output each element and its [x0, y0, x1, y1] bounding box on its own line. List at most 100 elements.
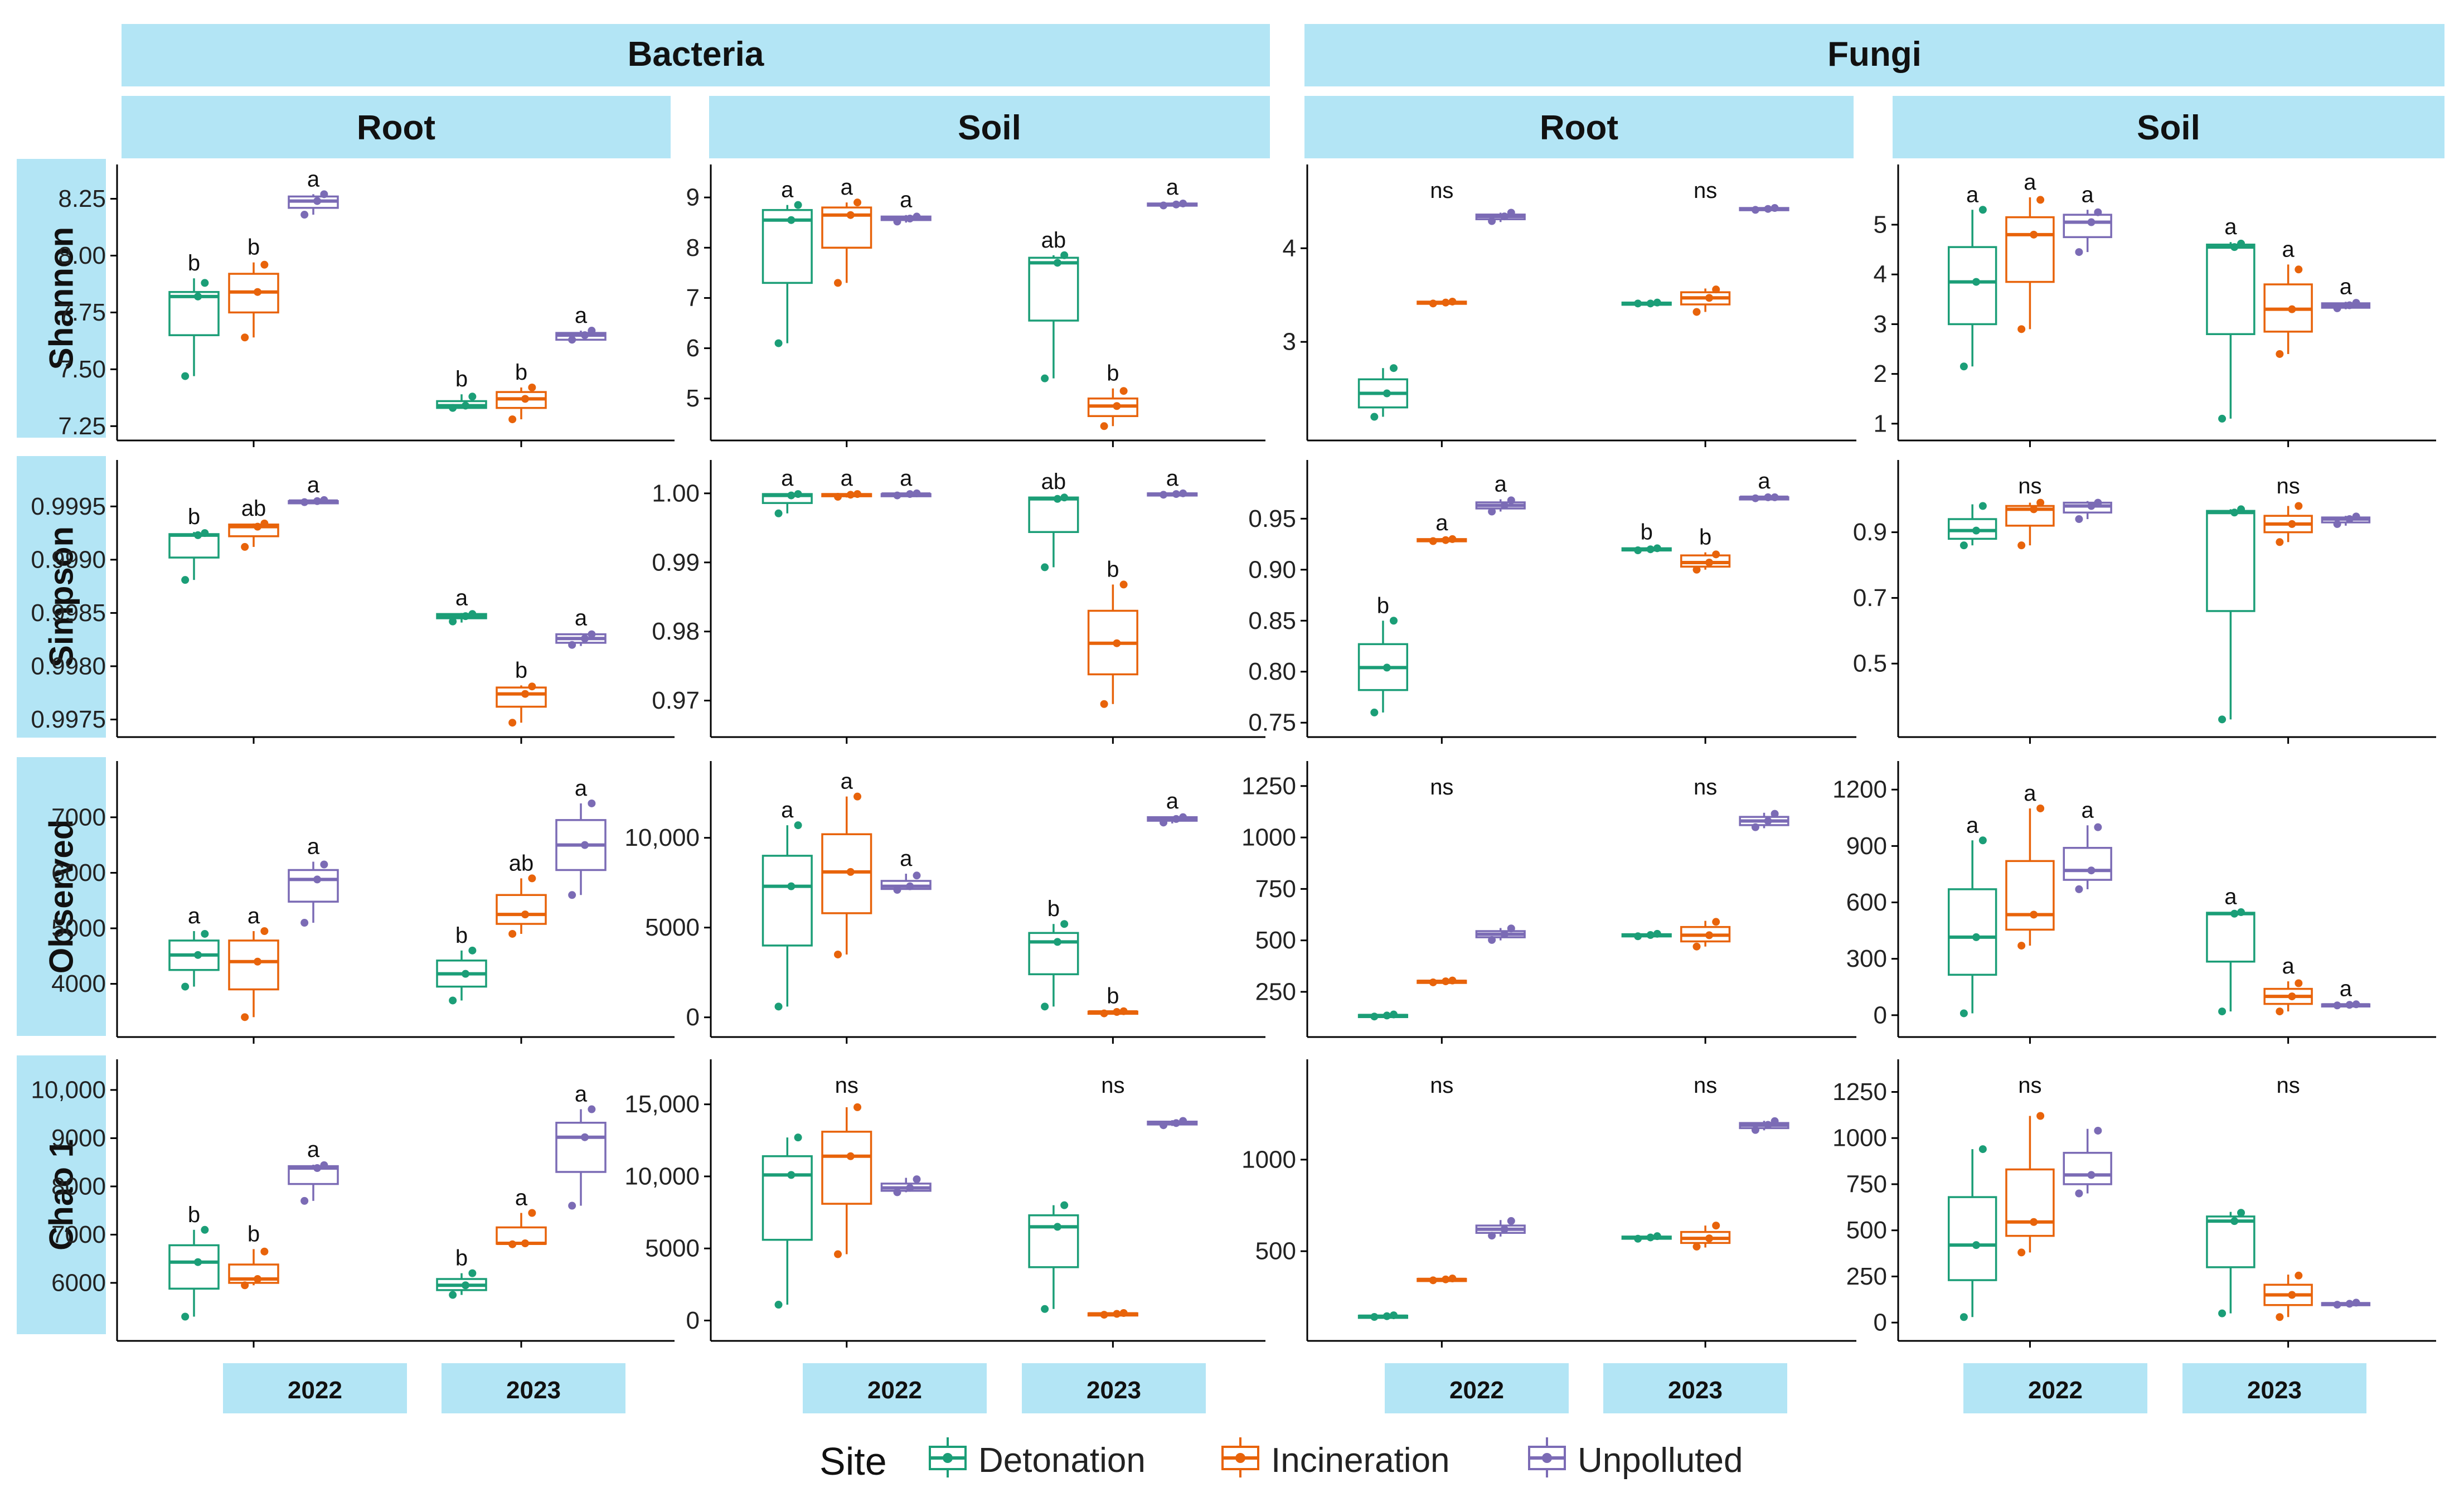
- data-point: [2237, 239, 2245, 248]
- metric-strip-shannon: Shannon: [17, 159, 106, 438]
- data-point: [2230, 1217, 2239, 1225]
- data-point: [2087, 218, 2096, 226]
- box-2022-unpolluted: a: [880, 846, 932, 894]
- compartment-strip-label: Soil: [2137, 109, 2200, 147]
- box-2022-unpolluted: a: [2063, 798, 2112, 893]
- data-point: [2295, 979, 2303, 987]
- data-point: [2094, 498, 2102, 507]
- data-point: [1488, 507, 1496, 516]
- data-point: [1692, 1242, 1701, 1251]
- data-point: [1751, 494, 1759, 502]
- box-2022-detonation: [761, 1133, 813, 1309]
- data-point: [300, 211, 309, 219]
- legend-item-incineration: Incineration: [1221, 1437, 1450, 1480]
- significance-letter: a: [2224, 215, 2237, 239]
- data-point: [2036, 196, 2045, 204]
- data-point: [241, 542, 249, 551]
- y-tick-label: 7: [686, 284, 700, 312]
- data-point: [181, 372, 190, 380]
- box-2022-unpolluted: [1475, 209, 1526, 225]
- significance-letter: a: [2224, 884, 2237, 909]
- box-iqr: [2206, 912, 2256, 963]
- data-point: [834, 950, 842, 958]
- data-point: [1959, 1313, 1968, 1321]
- significance-letter: a: [248, 904, 260, 928]
- data-point: [2276, 538, 2284, 546]
- box-iqr: [761, 209, 813, 284]
- data-point: [2352, 299, 2360, 307]
- data-point: [853, 1103, 862, 1111]
- data-point: [254, 1275, 262, 1283]
- box-2022-unpolluted: [1475, 1217, 1526, 1240]
- y-tick-label: 8000: [51, 1173, 106, 1200]
- significance-ns-label: ns: [2018, 474, 2041, 498]
- data-point: [1692, 565, 1701, 574]
- box-iqr: [2063, 1151, 2112, 1185]
- box-2023-detonation: [1621, 1232, 1672, 1243]
- box-2023-unpolluted: [1147, 1117, 1198, 1130]
- box-2023-incineration: [2263, 502, 2313, 546]
- data-point: [1972, 526, 1980, 535]
- data-point: [774, 509, 783, 517]
- data-point: [1383, 1011, 1391, 1020]
- significance-letter: b: [1641, 520, 1653, 545]
- data-point: [521, 690, 530, 698]
- data-point: [1959, 362, 1968, 371]
- data-point: [1429, 978, 1437, 986]
- data-point: [194, 531, 202, 539]
- data-point: [508, 1240, 517, 1248]
- y-tick-label: 0.9975: [31, 706, 106, 733]
- y-tick-label: 7.25: [58, 413, 106, 440]
- y-tick-label: 0.9995: [31, 493, 106, 520]
- data-point: [1646, 299, 1655, 308]
- significance-letter: b: [188, 1203, 200, 1227]
- box-2022-incineration: ab: [228, 496, 279, 551]
- data-point: [462, 612, 470, 621]
- box-iqr: [821, 1131, 872, 1205]
- data-point: [913, 212, 921, 221]
- panel-fungi-root-shannon: 3 4 ns ns: [1283, 164, 1856, 447]
- data-point: [528, 383, 536, 391]
- y-tick-label: 4: [1874, 261, 1887, 288]
- y-tick-label: 5: [686, 385, 700, 412]
- data-point: [468, 946, 477, 955]
- panel-fungi-soil-simpson: 0.5 0.7 0.9 ns ns: [1853, 460, 2436, 744]
- box-2022-unpolluted: a: [288, 167, 339, 219]
- kingdom-strip-bacteria: Bacteria: [122, 24, 1270, 86]
- data-point: [1113, 1310, 1121, 1318]
- data-point: [2075, 248, 2083, 256]
- data-point: [201, 929, 209, 938]
- data-point: [1972, 1241, 1980, 1249]
- data-point: [834, 279, 842, 287]
- box-2022-detonation: [1357, 364, 1409, 421]
- data-point: [194, 1258, 202, 1266]
- legend-item-label: Unpolluted: [1578, 1441, 1743, 1480]
- metric-strip-bg: [17, 757, 106, 1036]
- data-point: [1442, 536, 1450, 544]
- y-tick-label: 900: [1846, 832, 1887, 860]
- significance-letter: a: [2082, 182, 2094, 207]
- data-point: [194, 951, 202, 959]
- data-point: [2288, 305, 2296, 313]
- y-tick-label: 1: [1874, 410, 1887, 437]
- year-strip-label: 2022: [867, 1377, 922, 1404]
- legend-item-label: Detonation: [978, 1441, 1146, 1480]
- panel-fungi-soil-observed: 0 300 600 900 1200 a a a a a a: [1832, 761, 2436, 1044]
- data-point: [2230, 508, 2239, 517]
- data-point: [2030, 910, 2038, 919]
- box-iqr: [288, 869, 339, 903]
- data-point: [2218, 1309, 2227, 1317]
- data-point: [521, 1239, 530, 1247]
- box-2022-detonation: a: [1947, 182, 1997, 371]
- data-point: [787, 1171, 796, 1179]
- data-point: [241, 1013, 249, 1021]
- metric-strip-label: Observed: [43, 820, 80, 974]
- y-tick-label: 10,000: [624, 1162, 700, 1190]
- data-point: [1448, 976, 1457, 985]
- data-point: [2288, 992, 2296, 1001]
- box-2022-incineration: b: [228, 1222, 279, 1290]
- data-point: [2237, 505, 2245, 513]
- box-2023-unpolluted: [1739, 204, 1789, 214]
- year-strip-2023: 2023: [1022, 1363, 1206, 1413]
- y-tick-label: 300: [1846, 945, 1887, 972]
